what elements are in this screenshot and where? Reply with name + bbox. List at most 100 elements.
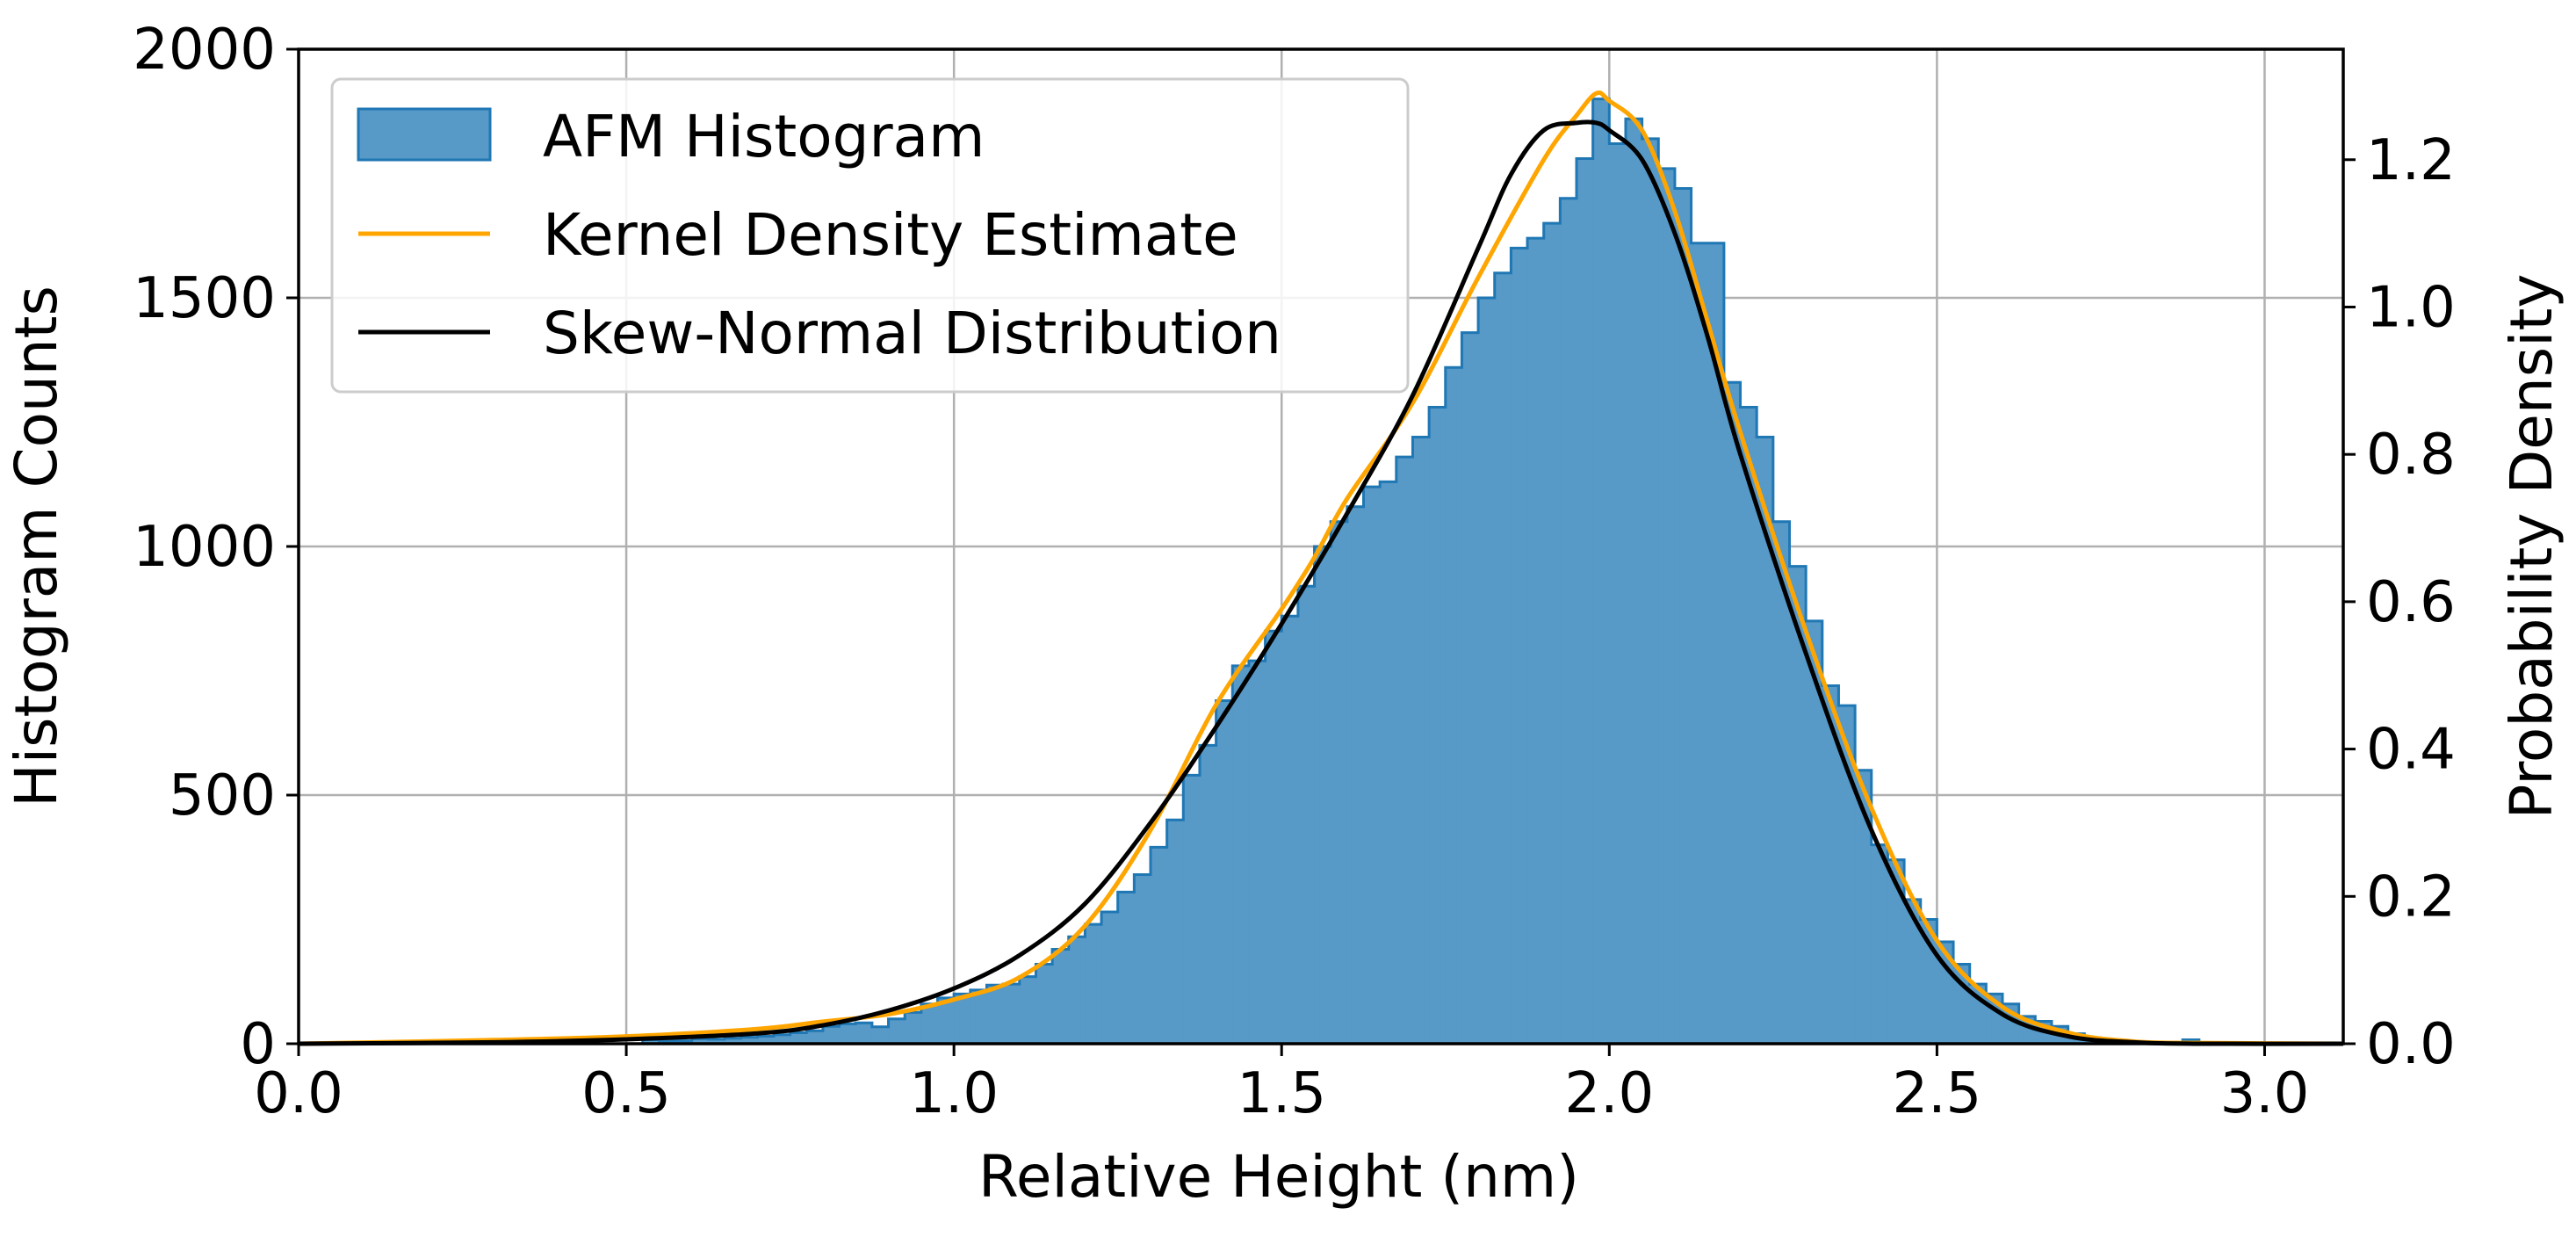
histogram-bar (1380, 481, 1397, 1044)
histogram-bar (1822, 685, 1840, 1044)
histogram-bar (905, 1012, 922, 1044)
histogram-bar (1346, 506, 1365, 1044)
legend-label-afm-histogram: AFM Histogram (543, 103, 985, 170)
x-tick-label: 1.0 (909, 1061, 999, 1126)
histogram-bar (1396, 457, 1414, 1044)
histogram-bar (1151, 847, 1168, 1044)
histogram-bar (642, 1039, 660, 1044)
histogram-bar (1314, 546, 1331, 1044)
y-tick-label: 0 (240, 1012, 276, 1077)
histogram-bar (937, 997, 955, 1044)
histogram-bar (1511, 248, 1528, 1044)
histogram-bar (1035, 964, 1053, 1044)
kernel-density-estimate-line (298, 90, 2344, 1046)
x-tick-label: 2.5 (1892, 1061, 1981, 1126)
histogram-bar (1871, 844, 1889, 1044)
y2-tick-label: 0.0 (2366, 1012, 2456, 1077)
histogram-bar (1363, 487, 1381, 1044)
histogram-bar (1265, 631, 1282, 1044)
histogram-bar (986, 985, 1004, 1044)
histogram-bar (1166, 820, 1184, 1044)
histogram-bar (1068, 937, 1086, 1044)
histogram-bar (1297, 586, 1316, 1044)
histogram-bar (1887, 859, 1905, 1044)
legend: AFM Histogram Kernel Density Estimate Skew… (330, 77, 1410, 394)
skew-normal-distribution-line (298, 119, 2344, 1046)
histogram-bar (1723, 382, 1742, 1045)
y2-tick-label: 1.2 (2366, 128, 2456, 193)
histogram-bar (1707, 242, 1725, 1044)
histogram-bar (1101, 912, 1119, 1044)
histogram-bar (1740, 407, 1757, 1044)
histogram-bar (1642, 138, 1659, 1044)
histogram-bar (1085, 924, 1102, 1044)
histogram-bar (822, 1026, 841, 1044)
histogram-bar (1232, 665, 1250, 1044)
legend-label-skew-normal-distribution: Skew-Normal Distribution (543, 300, 1281, 367)
histogram-bar (1248, 661, 1266, 1044)
histogram-bar (1445, 367, 1463, 1044)
histogram-bar (806, 1031, 824, 1044)
histogram-bar (740, 1037, 758, 1044)
histogram-bar (839, 1024, 856, 1044)
histogram-bar (691, 1038, 709, 1044)
histogram-bar (1412, 437, 1430, 1045)
histogram-bar (1478, 298, 1496, 1044)
histogram-bar (1577, 158, 1594, 1044)
axes: 0.0 0.5 1.0 1.5 2.0 2.5 3.0 0 500 1000 1500 2000 0.0… (133, 18, 2456, 1126)
histogram-bar (1429, 407, 1447, 1044)
legend-label-kernel-density-estimate: Kernel Density Estimate (543, 201, 1238, 269)
histogram-bar (1904, 899, 1922, 1044)
x-tick-label: 1.5 (1237, 1061, 1326, 1126)
histogram-bar (1543, 223, 1561, 1045)
histogram-bar (954, 994, 971, 1044)
histogram-bar (725, 1038, 742, 1044)
y-axis-title: Histogram Counts (3, 286, 70, 807)
y2-axis-title: Probability Density (2498, 274, 2565, 820)
histogram-bar (1691, 242, 1708, 1044)
histogram-bar (1609, 143, 1627, 1044)
legend-box (330, 77, 1410, 394)
histogram-bar (1052, 949, 1070, 1044)
histogram-bar (888, 1018, 906, 1044)
histogram-bar (1331, 521, 1348, 1044)
y-tick-label: 1000 (133, 515, 276, 580)
histogram-bar (920, 1003, 939, 1044)
histogram-bar (757, 1036, 775, 1044)
density-lines (298, 90, 2344, 1046)
histogram-bar (1003, 984, 1021, 1044)
x-tick-label: 2.0 (1564, 1061, 1654, 1126)
y2-tick-label: 0.8 (2366, 423, 2456, 488)
histogram-bar (1019, 976, 1037, 1044)
x-axis-title: Relative Height (nm) (978, 1143, 1579, 1211)
y-tick-label: 2000 (133, 18, 276, 83)
y2-tick-label: 0.6 (2366, 570, 2456, 635)
y-tick-label: 500 (169, 763, 276, 828)
histogram-outline (299, 98, 2331, 1045)
histogram-bar (1953, 964, 1971, 1044)
x-tick-label: 0.0 (254, 1061, 343, 1126)
histogram-bar (1855, 770, 1872, 1044)
histogram-bar (1658, 168, 1676, 1045)
histogram-bar (1134, 874, 1151, 1044)
histogram-bar (790, 1032, 807, 1044)
histogram-bar (871, 1026, 890, 1044)
histogram-bar (1772, 521, 1791, 1044)
histogram-bar (1806, 620, 1823, 1044)
histogram-bar (1838, 705, 1856, 1044)
histogram-bar (1216, 700, 1233, 1044)
y2-tick-label: 0.4 (2366, 718, 2456, 783)
y2-tick-label: 1.0 (2366, 275, 2456, 340)
histogram-bar (1117, 892, 1135, 1044)
histogram-bar (970, 989, 988, 1044)
histogram-bar (1281, 616, 1299, 1044)
histogram-bar (1494, 272, 1512, 1044)
y-tick-label: 1500 (133, 266, 276, 331)
histogram-bar (1560, 198, 1577, 1045)
y2-tick-label: 0.2 (2366, 864, 2456, 930)
histogram-bar (1937, 941, 1954, 1044)
x-tick-label: 0.5 (581, 1061, 671, 1126)
histogram-bar (1592, 98, 1610, 1045)
histogram-bar (773, 1034, 791, 1044)
